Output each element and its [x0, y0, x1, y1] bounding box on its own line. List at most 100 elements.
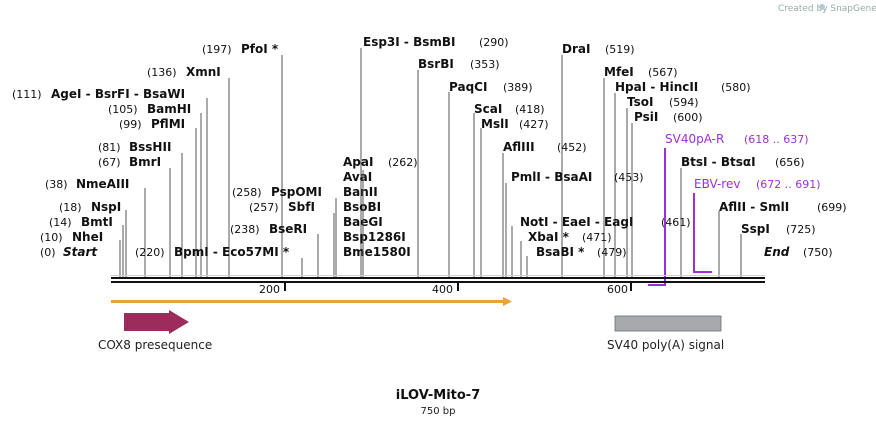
svg-text:PaqCI: PaqCI — [449, 80, 487, 94]
site-pflmi[interactable]: (99) PflMI — [119, 117, 185, 131]
svg-text:NspI: NspI — [91, 200, 121, 214]
svg-text:600: 600 — [607, 283, 628, 296]
svg-text:(725): (725) — [786, 223, 816, 236]
site-bsrbi[interactable]: BsrBI (353) — [418, 57, 500, 71]
primer-sv40pa-r-arrow — [648, 148, 666, 286]
svg-text:(461): (461) — [661, 216, 691, 229]
svg-text:AflII - SmlI: AflII - SmlI — [719, 200, 789, 214]
site-drai[interactable]: DraI (519) — [562, 42, 635, 56]
primer-sv40pa-r[interactable]: SV40pA-R (618 .. 637) — [648, 132, 809, 286]
feature-sv40polya[interactable]: SV40 poly(A) signal — [607, 315, 724, 352]
site-nmeaiii[interactable]: (38) NmeAIII — [45, 177, 129, 191]
feature-orf[interactable] — [111, 297, 512, 306]
feature-cox8[interactable]: COX8 presequence — [98, 310, 212, 352]
site-afiii[interactable]: AflII - SmlI (699) — [719, 200, 847, 214]
dna-backbone — [111, 275, 765, 283]
svg-text:(197): (197) — [202, 43, 232, 56]
svg-text:(699): (699) — [817, 201, 847, 214]
svg-text:(471): (471) — [582, 231, 612, 244]
site-hpai[interactable]: HpaI - HincII (580) — [615, 80, 751, 94]
site-xbai[interactable]: XbaI * (471) — [528, 230, 612, 244]
svg-text:(105): (105) — [108, 103, 138, 116]
site-bpmi[interactable]: (220) BpmI - Eco57MI * — [135, 245, 290, 259]
svg-text:AflIII: AflIII — [503, 140, 535, 154]
plasmid-title: iLOV-Mito-7 — [396, 388, 480, 403]
site-psii[interactable]: PsiI (600) — [634, 110, 703, 124]
site-scai[interactable]: ScaI (418) — [474, 102, 545, 116]
svg-text:(672 .. 691): (672 .. 691) — [756, 178, 821, 191]
site-bsabi[interactable]: BsaBI * (479) — [536, 245, 627, 259]
orf-arrowhead — [503, 297, 512, 306]
svg-text:(580): (580) — [721, 81, 751, 94]
svg-text:200: 200 — [259, 283, 280, 296]
site-bsp1286i[interactable]: Bsp1286I — [343, 230, 406, 244]
svg-text:(418): (418) — [515, 103, 545, 116]
site-bsshii[interactable]: (81) BssHII — [98, 140, 171, 154]
svg-text:MfeI: MfeI — [604, 65, 634, 79]
svg-text:BmrI: BmrI — [129, 155, 161, 169]
primer-ebv-rev-arrow — [693, 193, 712, 273]
site-msli[interactable]: MslI (427) — [481, 117, 549, 131]
site-bsobi[interactable]: BsoBI — [343, 200, 381, 214]
svg-text:BmtI: BmtI — [81, 215, 113, 229]
svg-text:(290): (290) — [479, 36, 509, 49]
site-bmti[interactable]: (14) BmtI — [49, 215, 113, 229]
svg-text:BsaBI *: BsaBI * — [536, 245, 585, 259]
site-banii[interactable]: BanII — [343, 185, 378, 199]
site-bamhi[interactable]: (105) BamHI — [108, 102, 191, 116]
svg-text:End: End — [764, 245, 790, 259]
site-bseri[interactable]: (238) BseRI — [230, 222, 307, 236]
svg-text:(38): (38) — [45, 178, 68, 191]
svg-text:(452): (452) — [557, 141, 587, 154]
site-sbfi[interactable]: (257) SbfI — [249, 200, 315, 214]
svg-text:(136): (136) — [147, 66, 177, 79]
site-esp3i[interactable]: Esp3I - BsmBI (290) — [363, 35, 509, 49]
svg-text:(258): (258) — [232, 186, 262, 199]
svg-text:(81): (81) — [98, 141, 121, 154]
svg-text:PmlI - BsaAI: PmlI - BsaAI — [511, 170, 592, 184]
site-start[interactable]: (0) Start — [40, 245, 98, 259]
primer-ebv-rev[interactable]: EBV-rev (672 .. 691) — [693, 177, 821, 273]
site-xmni[interactable]: (136) XmnI — [147, 65, 221, 79]
svg-text:Start: Start — [63, 245, 98, 259]
site-pmli[interactable]: PmlI - BsaAI (453) — [511, 170, 644, 184]
site-nspi[interactable]: (18) NspI — [59, 200, 121, 214]
site-labels-right: Esp3I - BsmBI (290) BsrBI (353) PaqCI (3… — [363, 35, 847, 259]
site-nhei[interactable]: (10) NheI — [40, 230, 103, 244]
site-apai[interactable]: ApaI (262) — [343, 155, 418, 169]
site-bmri[interactable]: (67) BmrI — [98, 155, 161, 169]
svg-text:(656): (656) — [775, 156, 805, 169]
svg-text:(427): (427) — [519, 118, 549, 131]
site-agei[interactable]: (111) AgeI - BsrFI - BsaWI — [12, 87, 185, 101]
site-pfoi[interactable]: (197) PfoI * — [202, 42, 279, 56]
sv40polya-box — [614, 315, 722, 332]
svg-text:BssHII: BssHII — [129, 140, 171, 154]
svg-text:400: 400 — [432, 283, 453, 296]
site-aflii[interactable]: AflIII (452) — [503, 140, 587, 154]
site-mfei[interactable]: MfeI (567) — [604, 65, 678, 79]
site-paqci[interactable]: PaqCI (389) — [449, 80, 533, 94]
svg-text:(10): (10) — [40, 231, 63, 244]
site-btsi[interactable]: BtsI - BtsαI (656) — [681, 155, 805, 169]
backbone-shadow — [111, 275, 765, 276]
site-pspomi[interactable]: (258) PspOMI — [232, 185, 322, 199]
ruler: 200 400 600 — [259, 283, 632, 296]
site-end[interactable]: End (750) — [764, 245, 833, 259]
site-noti[interactable]: NotI - EaeI - EagI (461) — [520, 215, 691, 229]
svg-text:BamHI: BamHI — [147, 102, 191, 116]
site-bme1580i[interactable]: Bme1580I — [343, 245, 411, 259]
site-tsoi[interactable]: TsoI (594) — [627, 95, 699, 109]
site-avai[interactable]: AvaI — [343, 170, 372, 184]
svg-text:(257): (257) — [249, 201, 279, 214]
svg-text:ScaI: ScaI — [474, 102, 502, 116]
plasmid-length: 750 bp — [421, 406, 456, 417]
backbone-top-strand — [111, 277, 765, 279]
svg-text:EBV-rev: EBV-rev — [694, 177, 740, 191]
svg-text:MslI: MslI — [481, 117, 509, 131]
svg-text:(18): (18) — [59, 201, 82, 214]
svg-text:XbaI *: XbaI * — [528, 230, 570, 244]
site-sspi[interactable]: SspI (725) — [741, 222, 816, 236]
svg-text:NheI: NheI — [72, 230, 103, 244]
svg-text:(220): (220) — [135, 246, 165, 259]
